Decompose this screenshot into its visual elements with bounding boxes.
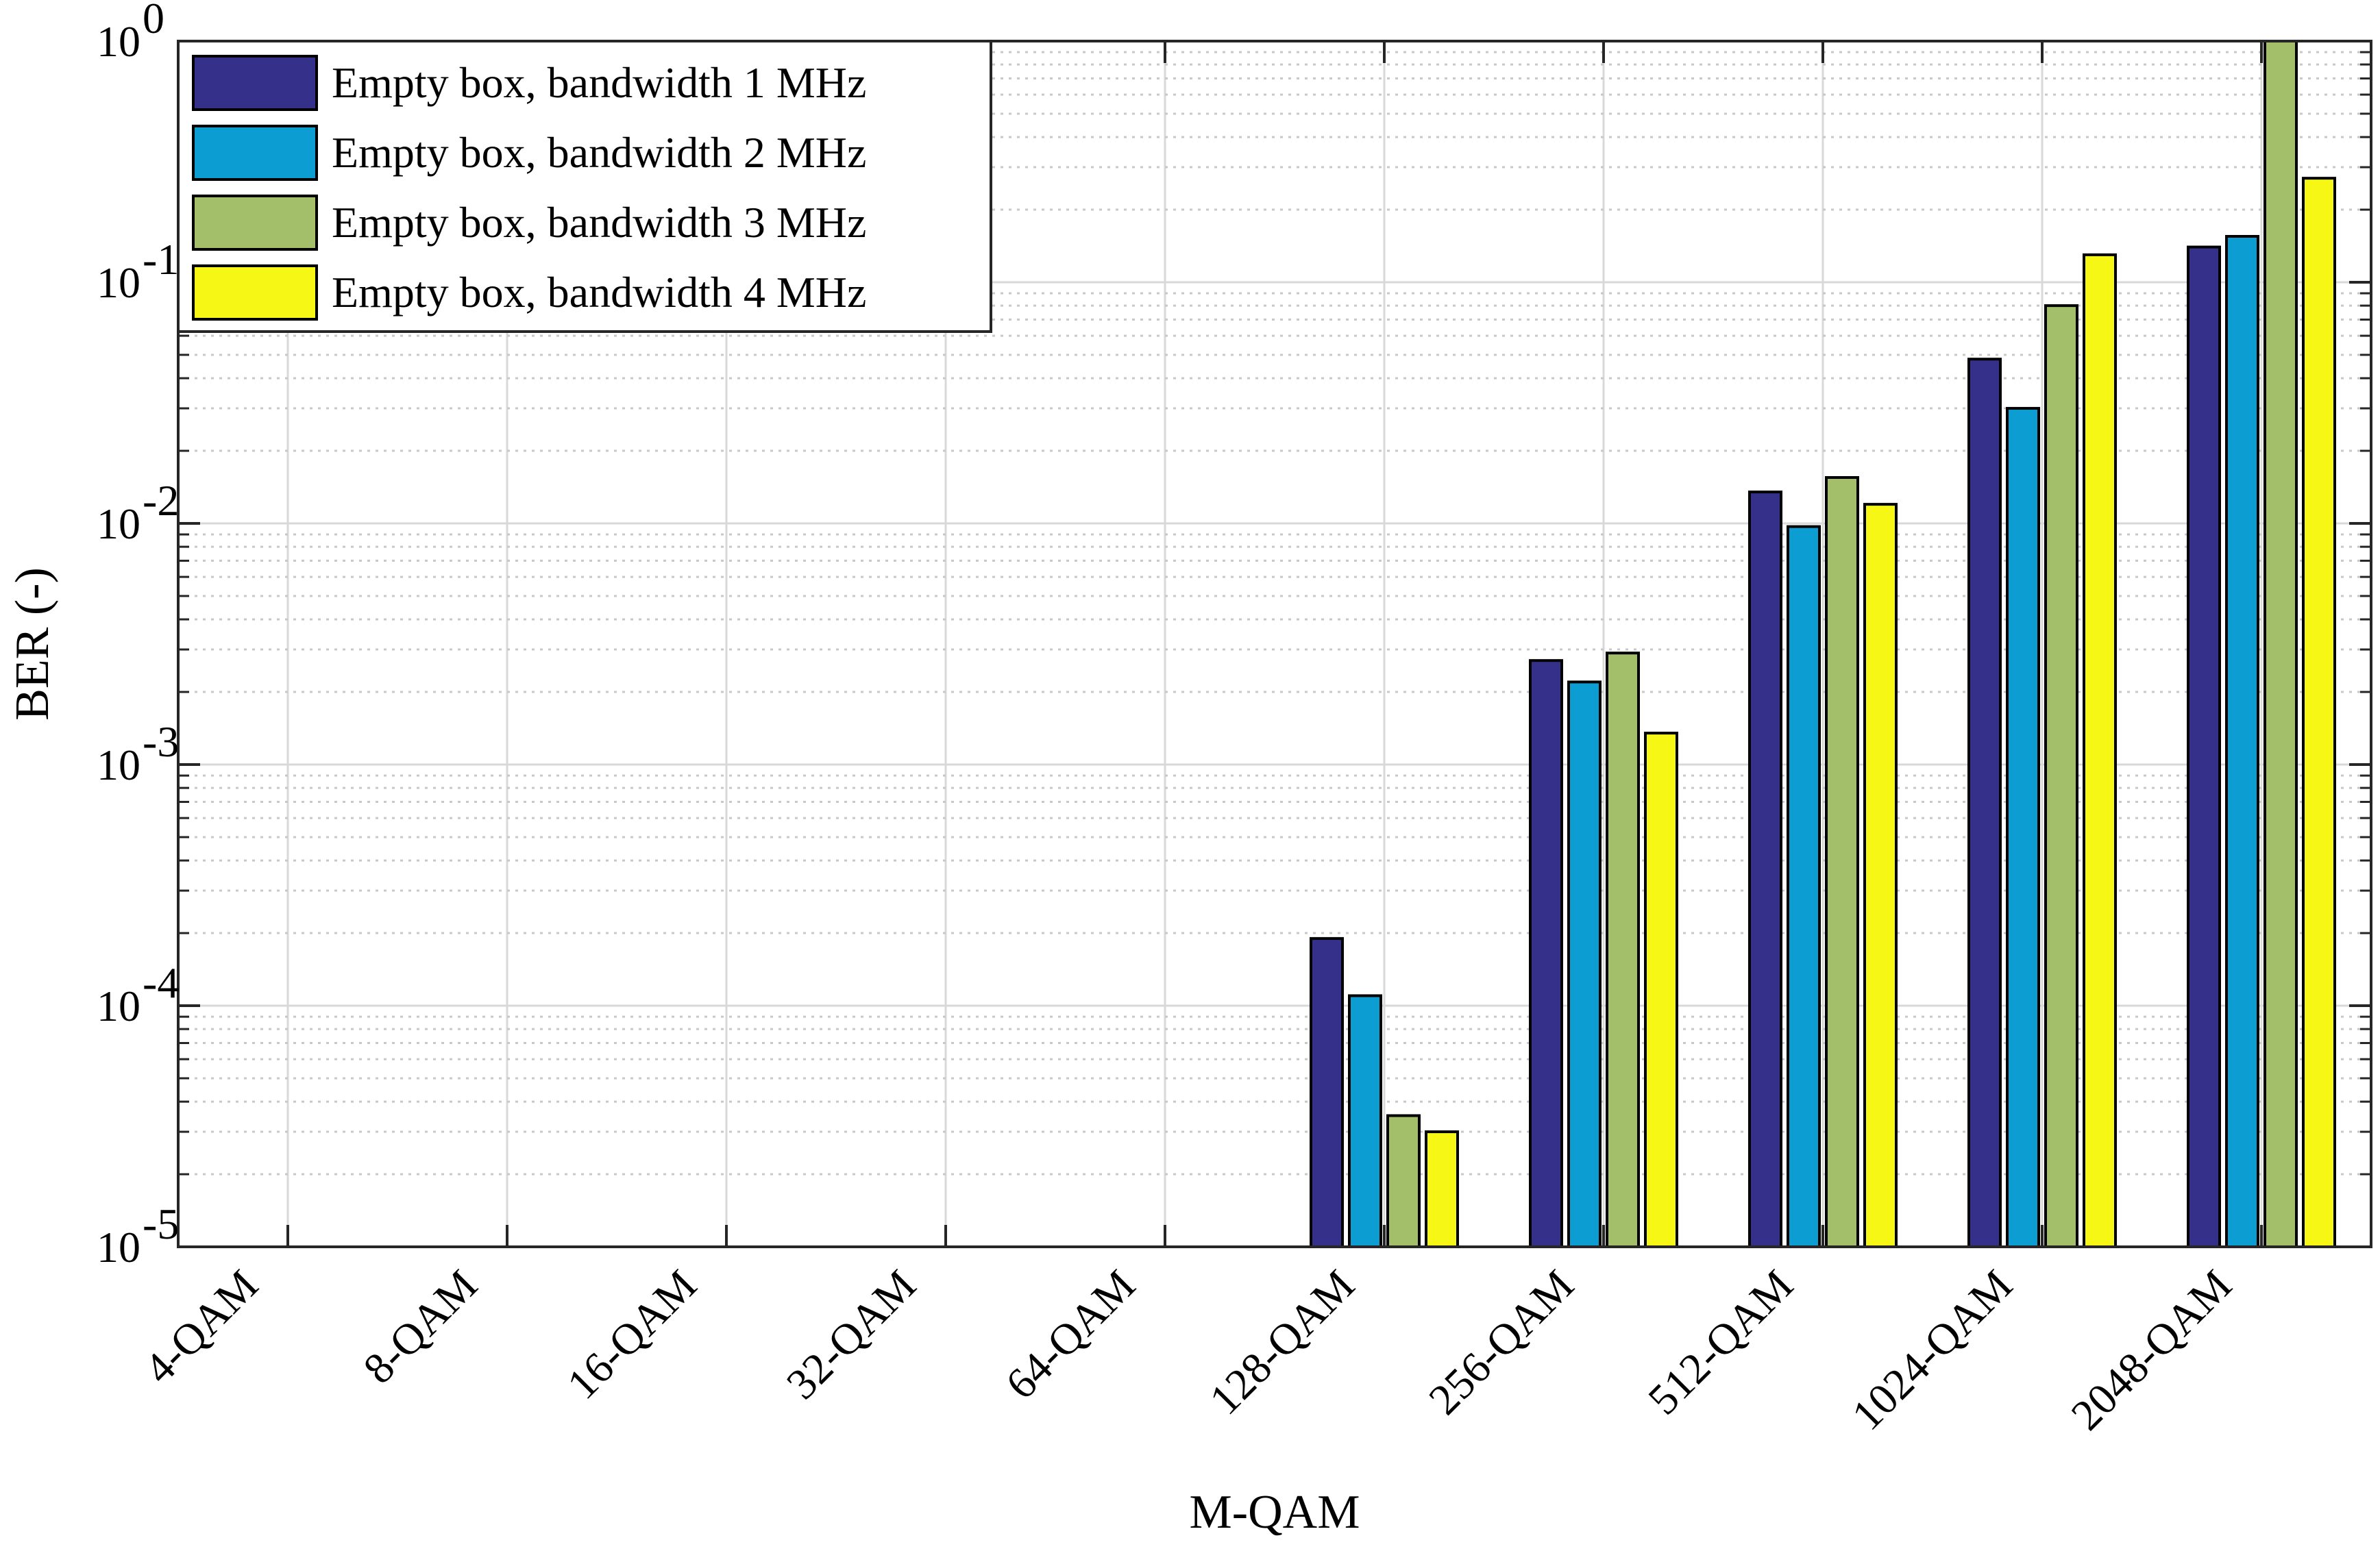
- y-tick-exponent: -5: [143, 1200, 179, 1248]
- legend-item: Empty box, bandwidth 4 MHz: [192, 264, 866, 321]
- y-tick-base: 10: [97, 741, 140, 789]
- x-tick-label: 128-QAM: [1200, 1261, 1364, 1424]
- x-tick-label: 256-QAM: [1419, 1261, 1583, 1424]
- legend-items: Empty box, bandwidth 1 MHz Empty box, ban…: [192, 55, 866, 321]
- x-tick-label: 64-QAM: [996, 1261, 1144, 1409]
- bar: [2187, 245, 2221, 1248]
- y-tick-label: 10 0: [97, 0, 164, 66]
- legend-swatch: [192, 264, 318, 321]
- legend-label: Empty box, bandwidth 1 MHz: [332, 58, 866, 107]
- y-axis-title: BER (-): [6, 567, 59, 721]
- y-tick-label: 10 -4: [97, 958, 179, 1030]
- y-tick-base: 10: [97, 499, 140, 548]
- y-tick-label: 10 -3: [97, 717, 179, 789]
- x-tick-label: 1024-QAM: [1843, 1261, 2022, 1439]
- y-tick-label: 10 -1: [97, 235, 179, 307]
- y-tick-exponent: -3: [143, 717, 179, 766]
- grid-lines: [178, 40, 2371, 1248]
- bar: [2006, 407, 2040, 1248]
- axes-frame: [177, 40, 2372, 1248]
- bar: [1348, 994, 1382, 1249]
- y-tick-label: 10 -2: [97, 476, 179, 548]
- y-tick-exponent: -4: [143, 958, 179, 1007]
- legend-item: Empty box, bandwidth 3 MHz: [192, 195, 866, 251]
- bar: [1644, 732, 1678, 1249]
- y-tick-base: 10: [97, 17, 140, 66]
- bar: [2225, 235, 2259, 1248]
- y-tick-exponent: 0: [143, 0, 164, 42]
- bar: [1425, 1130, 1459, 1249]
- x-tick-label: 2048-QAM: [2062, 1261, 2241, 1439]
- x-axis-title: M-QAM: [1190, 1486, 1360, 1539]
- y-tick-base: 10: [97, 258, 140, 307]
- bar: [1863, 503, 1898, 1248]
- y-tick-base: 10: [97, 1223, 140, 1271]
- x-tick-label: 16-QAM: [558, 1261, 706, 1409]
- legend-swatch: [192, 125, 318, 181]
- bar: [2083, 253, 2117, 1248]
- bar: [1567, 680, 1602, 1248]
- legend-swatch: [192, 195, 318, 251]
- y-tick-exponent: -2: [143, 476, 179, 525]
- bar: [2302, 177, 2336, 1249]
- legend-label: Empty box, bandwidth 2 MHz: [332, 128, 866, 177]
- bar: [1748, 491, 1782, 1248]
- x-tick-label: 32-QAM: [777, 1261, 925, 1409]
- legend-item: Empty box, bandwidth 2 MHz: [192, 125, 866, 181]
- x-tick-labels: 4-QAM 8-QAM 16-QAM 32-QAM 64-QAM 128-QAM 256-Q…: [134, 1261, 2241, 1439]
- x-tick-label: 512-QAM: [1639, 1261, 1802, 1424]
- bar: [1310, 936, 1344, 1249]
- legend-label: Empty box, bandwidth 3 MHz: [332, 198, 866, 247]
- x-tick-label: 8-QAM: [354, 1261, 487, 1393]
- legend: Empty box, bandwidth 1 MHz Empty box, ban…: [177, 40, 992, 333]
- bar: [1825, 476, 1859, 1248]
- bar: [1386, 1114, 1421, 1248]
- bar: [1606, 652, 1640, 1248]
- y-tick-label: 10 -5: [97, 1200, 179, 1271]
- y-tick-base: 10: [97, 982, 140, 1030]
- legend-label: Empty box, bandwidth 4 MHz: [332, 268, 866, 317]
- bar: [1967, 358, 2002, 1248]
- y-tick-exponent: -1: [143, 235, 179, 284]
- bar: [1529, 659, 1563, 1248]
- bar: [1787, 525, 1821, 1248]
- x-tick-label: 4-QAM: [134, 1261, 267, 1393]
- bar: [2044, 304, 2078, 1249]
- legend-swatch: [192, 55, 318, 111]
- legend-item: Empty box, bandwidth 1 MHz: [192, 55, 866, 111]
- bar: [2264, 40, 2298, 1248]
